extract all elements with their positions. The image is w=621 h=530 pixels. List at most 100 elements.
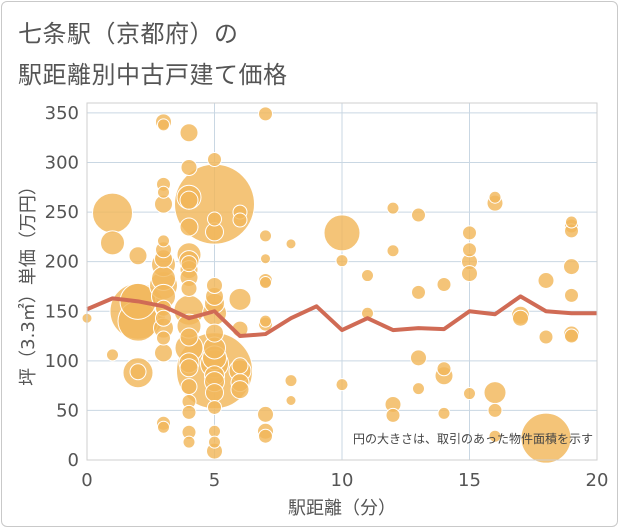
- bubble-point: [483, 381, 507, 405]
- y-tick-label: 100: [45, 351, 79, 372]
- bubble-layer: [81, 106, 580, 464]
- bubble-point: [537, 272, 555, 290]
- bubble-point: [230, 380, 250, 400]
- bubble-point: [207, 152, 222, 168]
- bubble-point: [538, 329, 554, 345]
- y-tick-label: 350: [45, 103, 79, 124]
- bubble-point: [411, 207, 426, 223]
- bubble-point: [179, 190, 199, 210]
- bubble-point: [488, 429, 502, 443]
- bubble-point: [564, 287, 579, 303]
- chart-title-line-1: 七条駅（京都府）の: [18, 20, 239, 48]
- bubble-point: [128, 246, 148, 266]
- bubble-point: [259, 229, 272, 243]
- bubble-point: [207, 399, 222, 415]
- x-axis-label: 駅距離（分）: [288, 498, 396, 519]
- bubble-point: [180, 158, 198, 176]
- y-tick-label: 150: [45, 301, 79, 322]
- bubble-point: [205, 383, 224, 403]
- bubble-point: [208, 435, 221, 449]
- bubble-point: [260, 253, 271, 265]
- x-tick-label: 5: [209, 470, 220, 491]
- bubble-point: [335, 378, 349, 392]
- bubble-point: [231, 357, 249, 375]
- y-tick-label: 300: [45, 153, 79, 174]
- bubble-point: [285, 238, 297, 250]
- bubble-point: [386, 244, 400, 258]
- bubble-point: [228, 287, 252, 311]
- bubble-point: [361, 269, 374, 283]
- bubble-point: [385, 407, 401, 423]
- bubble-point: [179, 358, 199, 378]
- bubble-point: [488, 190, 502, 204]
- bubble-point: [180, 279, 198, 297]
- bubble-point: [512, 309, 529, 327]
- bubble-point: [157, 420, 170, 434]
- bubble-point: [100, 230, 125, 256]
- x-axis-ticks: 0 5 10 15 20: [81, 470, 608, 491]
- bubble-point: [179, 123, 199, 143]
- bubble-point: [156, 330, 171, 346]
- x-tick-label: 10: [331, 470, 354, 491]
- bubble-point: [206, 276, 223, 294]
- bubble-point: [154, 343, 173, 363]
- bubble-point: [106, 348, 119, 362]
- bubble-point: [129, 363, 147, 381]
- bubble-point: [157, 185, 170, 199]
- plot-frame: [86, 102, 598, 461]
- bubble-point: [157, 234, 170, 248]
- bubble-point: [565, 215, 578, 229]
- bubble-point: [180, 255, 198, 273]
- bubble-point: [386, 201, 400, 215]
- bubble-point: [520, 412, 572, 464]
- bubble-point: [487, 402, 503, 418]
- bubble-point: [157, 118, 170, 132]
- bubble-point: [208, 424, 221, 438]
- y-tick-label: 250: [45, 202, 79, 223]
- x-tick-label: 15: [458, 470, 481, 491]
- bubble-point: [258, 106, 273, 122]
- bubble-point: [205, 323, 224, 343]
- bubble-point: [92, 192, 133, 234]
- y-axis-label: 坪（3.3㎡）単価（万円）: [17, 177, 39, 386]
- x-tick-label: 20: [586, 470, 609, 491]
- bubble-point: [179, 327, 199, 347]
- bubble-point: [232, 212, 248, 228]
- bubble-point: [436, 276, 452, 292]
- bubble-point: [180, 378, 198, 396]
- bubble-point: [284, 374, 298, 388]
- bubble-point: [462, 225, 477, 241]
- bubble-point: [257, 405, 274, 423]
- bubble-point: [410, 349, 427, 367]
- bubble-point: [323, 214, 361, 252]
- y-tick-label: 0: [68, 450, 79, 471]
- bubble-point: [412, 382, 425, 396]
- y-axis-ticks: 0 50 100 150 200 250 300 350: [45, 103, 79, 471]
- bubble-point: [285, 395, 297, 406]
- bubble-point: [411, 284, 426, 300]
- average-price-line: [86, 294, 597, 339]
- chart-title-line-2: 駅距離別中古戸建て価格: [18, 61, 288, 89]
- bubble-point: [182, 435, 196, 449]
- bubble-point: [259, 314, 272, 328]
- bubble-point: [564, 328, 579, 344]
- y-tick-label: 50: [56, 400, 79, 421]
- bubble-point: [258, 428, 273, 444]
- bubble-point: [437, 406, 451, 420]
- x-tick-label: 0: [81, 470, 92, 491]
- size-note: 円の大きさは、取引のあった物件面積を示す: [353, 431, 593, 446]
- average-line-layer: [86, 294, 597, 339]
- bubble-point: [463, 387, 476, 401]
- bubble-point: [563, 258, 580, 276]
- bubble-point: [461, 265, 478, 283]
- bubble-point: [259, 275, 272, 289]
- bubble-point: [207, 211, 222, 227]
- bubble-point: [179, 217, 199, 237]
- bubble-point: [335, 254, 349, 268]
- bubble-point: [181, 404, 197, 420]
- bubble-point: [462, 242, 477, 258]
- y-tick-label: 200: [45, 252, 79, 273]
- bubble-point: [155, 309, 172, 327]
